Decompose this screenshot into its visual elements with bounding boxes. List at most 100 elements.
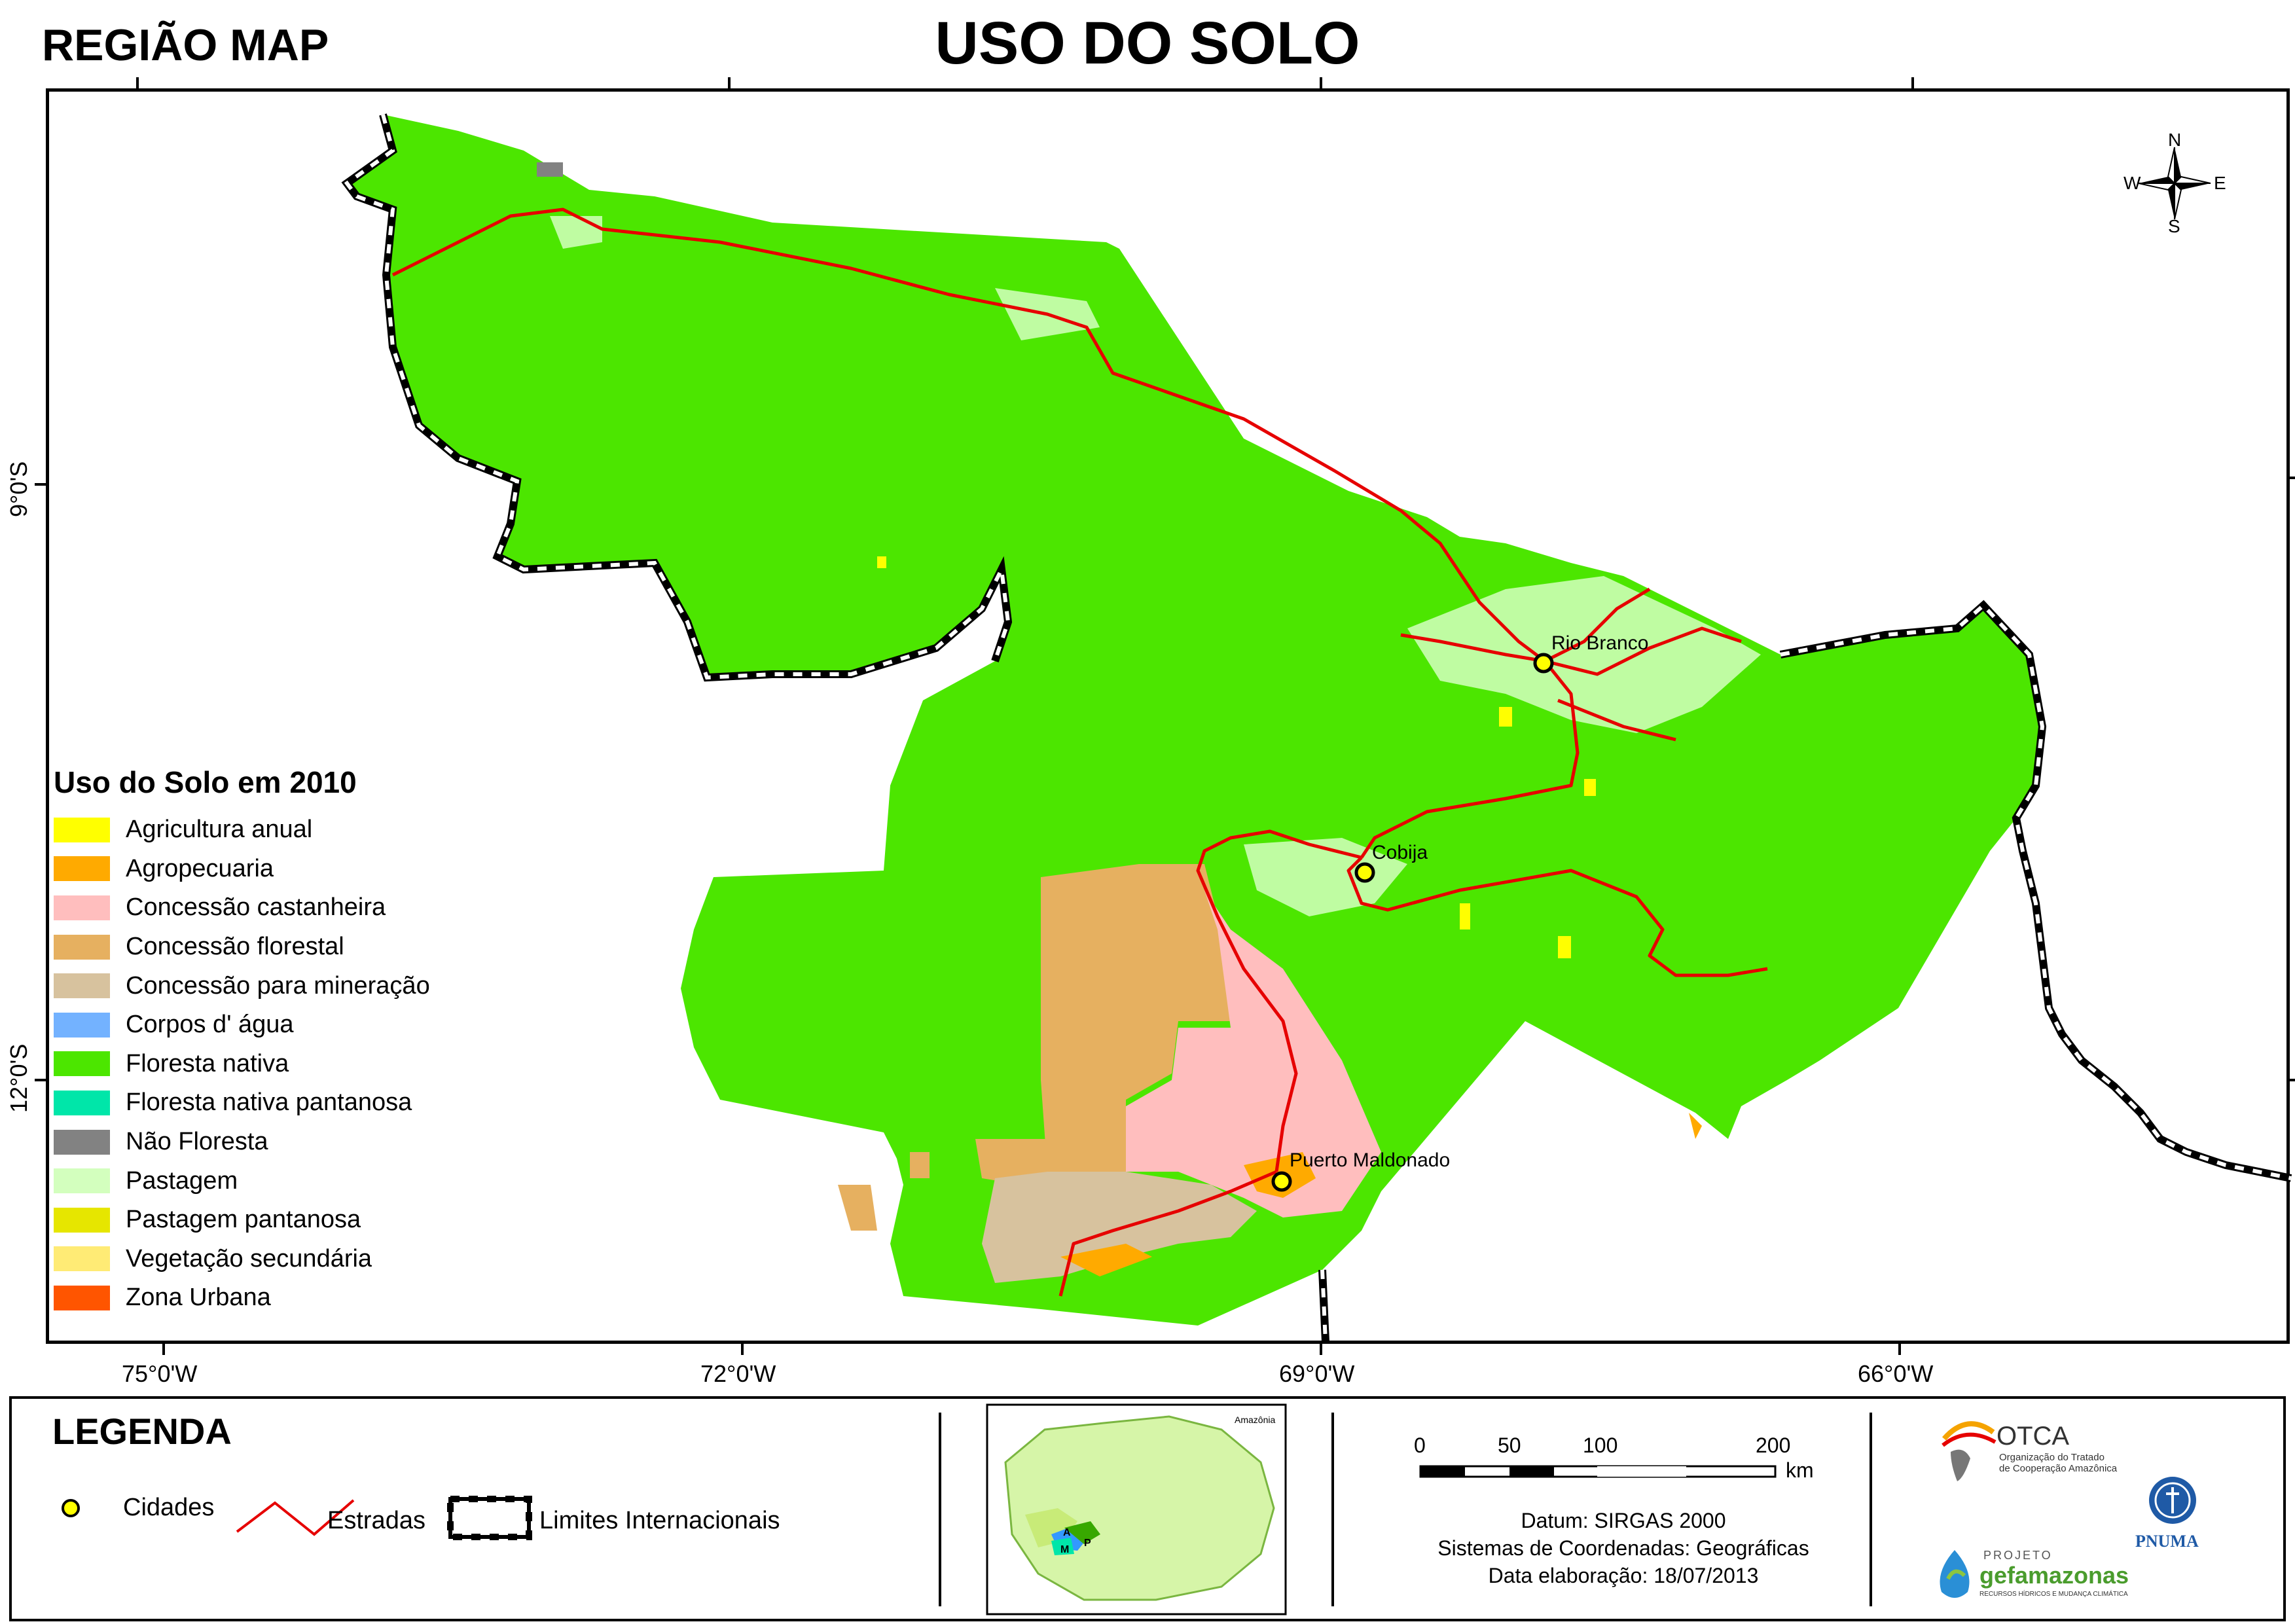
lat-label-9s: 9°0'S [5, 461, 32, 517]
symbol-label-roads: Estradas [327, 1507, 425, 1534]
legend-label: Não Floresta [126, 1128, 268, 1156]
legend-title: Uso do Solo em 2010 [54, 765, 357, 799]
separator [1331, 1413, 1334, 1606]
legend-swatch [54, 895, 110, 920]
scale-label-50: 50 [1498, 1434, 1521, 1457]
legend-item: Floresta nativa [54, 1045, 473, 1084]
lat-label-12s: 12°0'S [5, 1043, 32, 1113]
inset-label: Amazônia [1235, 1415, 1275, 1425]
legend-label: Agropecuaria [126, 854, 274, 882]
legend-label: Corpos d' água [126, 1011, 294, 1039]
coord-system-text: Sistemas de Coordenadas: Geográficas [1437, 1536, 1809, 1560]
legend-item: Pastagem pantanosa [54, 1200, 473, 1240]
map-frame [46, 88, 2290, 1344]
legend-swatch [54, 1129, 110, 1155]
compass-w: W [2123, 173, 2141, 193]
otca-logo-icon [1942, 1421, 1997, 1481]
city-marker-puerto-maldonado [1271, 1171, 1292, 1192]
scale-label-100: 100 [1583, 1434, 1618, 1457]
gef-logo-icon [1940, 1550, 1970, 1598]
legend-label: Zona Urbana [126, 1284, 271, 1312]
legend-label: Pastagem pantanosa [126, 1206, 361, 1234]
gef-name: gefamazonas [1979, 1562, 2129, 1589]
legend-label: Agricultura anual [126, 816, 313, 844]
international-borders [341, 113, 2292, 1343]
gef-prefix: PROJETO [1983, 1549, 2053, 1562]
lon-label-75w: 75°0'W [122, 1360, 198, 1387]
city-marker-rio-branco [1533, 653, 1554, 674]
nao-floresta-patch [537, 162, 563, 177]
frame-ticks [35, 77, 2295, 1355]
symbol-label-cities: Cidades [123, 1494, 215, 1521]
separator [1870, 1413, 1872, 1606]
legend-swatch [54, 1012, 110, 1038]
legend-swatch [54, 1285, 110, 1310]
legend-item: Vegetação secundária [54, 1240, 473, 1279]
pnuma-logo-icon [2149, 1477, 2196, 1524]
agricultura-patches [877, 556, 1596, 958]
legend-label: Concessão castanheira [126, 893, 386, 922]
otca-subtitle: Organização do Tratado de Cooperação Ama… [1999, 1452, 2117, 1474]
inset-marker-m: M [1060, 1544, 1069, 1555]
legend-swatch [54, 856, 110, 882]
legend-item: Concessão para mineração [54, 966, 473, 1005]
map-info: Datum: SIRGAS 2000 Sistemas de Coordenad… [1375, 1507, 1872, 1589]
legend-item: Pastagem [54, 1161, 473, 1200]
map-title: USO DO SOLO [935, 10, 1360, 77]
city-markers [1271, 653, 1554, 1192]
lon-label-72w: 72°0'W [700, 1360, 776, 1387]
legend-label: Concessão florestal [126, 933, 344, 961]
datum-text: Datum: SIRGAS 2000 [1521, 1509, 1726, 1532]
scale-label-0: 0 [1414, 1434, 1426, 1457]
legend-item: Zona Urbana [54, 1278, 473, 1318]
pnuma-name: PNUMA [2135, 1532, 2199, 1551]
land-use-legend: Uso do Solo em 2010 Agricultura anual Agr… [54, 765, 473, 1318]
gef-subtitle: RECURSOS HÍDRICOS E MUDANÇA CLIMÁTICA [1979, 1591, 2128, 1598]
city-symbol-icon [62, 1499, 80, 1517]
lon-label-69w: 69°0'W [1279, 1360, 1355, 1387]
inset-marker-p: P [1084, 1538, 1091, 1549]
legend-item: Não Floresta [54, 1123, 473, 1162]
scale-unit: km [1786, 1458, 1814, 1482]
legend-swatch [54, 1207, 110, 1233]
otca-sub-line: de Cooperação Amazônica [1999, 1463, 2118, 1474]
concessao-castanheira-area [1126, 890, 1381, 1218]
legend-label: Pastagem [126, 1166, 238, 1195]
legend-swatch [54, 1246, 110, 1272]
legend-label: Floresta nativa [126, 1049, 289, 1077]
legend-item: Concessão castanheira [54, 888, 473, 928]
city-label-cobija: Cobija [1372, 842, 1428, 863]
legend-label: Concessão para mineração [126, 971, 430, 1000]
legend-item: Concessão florestal [54, 928, 473, 967]
legend-item: Floresta nativa pantanosa [54, 1083, 473, 1123]
legend-item: Agropecuaria [54, 850, 473, 889]
separator [939, 1413, 941, 1606]
border-symbol-icon [448, 1497, 531, 1539]
inset-map: A M P Amazônia [986, 1403, 1287, 1615]
otca-name: OTCA [1997, 1422, 2070, 1451]
scale-bar [1419, 1465, 1777, 1478]
legend-swatch [54, 934, 110, 960]
legend-swatch [54, 1051, 110, 1077]
legend-label: Vegetação secundária [126, 1244, 372, 1272]
otca-sub-line: Organização do Tratado [1999, 1452, 2105, 1463]
region-label: REGIÃO MAP [42, 20, 329, 70]
city-label-puerto-maldonado: Puerto Maldonado [1290, 1149, 1451, 1171]
legend-swatch [54, 1090, 110, 1115]
scale-label-200: 200 [1756, 1434, 1791, 1457]
lon-label-66w: 66°0'W [1858, 1360, 1934, 1387]
compass-icon [2138, 147, 2211, 220]
city-label-rio-branco: Rio Branco [1551, 632, 1649, 654]
legend-swatch [54, 1168, 110, 1194]
inset-marker-a: A [1063, 1527, 1071, 1538]
compass-n: N [2168, 130, 2182, 150]
symbol-label-borders: Limites Internacionais [539, 1507, 780, 1534]
road-symbol-icon [236, 1499, 355, 1536]
legend-items: Agricultura anual Agropecuaria Concessão c… [54, 810, 473, 1318]
date-text: Data elaboração: 18/07/2013 [1488, 1564, 1759, 1587]
legend-swatch [54, 973, 110, 999]
legend-swatch [54, 817, 110, 842]
legend-label: Floresta nativa pantanosa [126, 1089, 412, 1117]
footer-panel [9, 1396, 2286, 1621]
